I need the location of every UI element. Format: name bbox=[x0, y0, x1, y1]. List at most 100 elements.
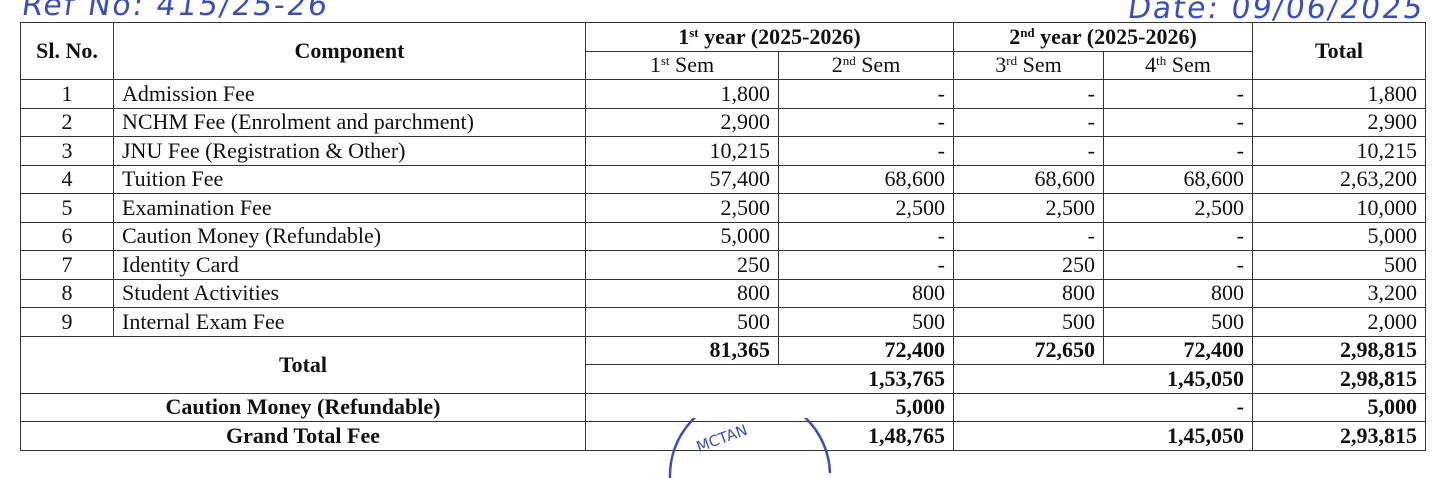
sl-no-cell: 9 bbox=[20, 307, 114, 337]
s2-cell: - bbox=[778, 250, 954, 280]
s3-cell: - bbox=[953, 221, 1104, 251]
total-sem-row: Total 81,365 72,400 72,650 72,400 2,98,815 bbox=[20, 335, 1426, 394]
table-row: 8 Student Activities 800 800 800 800 3,200 bbox=[20, 278, 1426, 308]
table-row: 6 Caution Money (Refundable) 5,000- - -5,000 bbox=[20, 221, 1426, 251]
component-cell: Examination Fee bbox=[113, 193, 586, 223]
s3-cell: - bbox=[953, 136, 1104, 166]
s2-cell: - bbox=[778, 107, 954, 137]
total-s2: 72,400 bbox=[778, 335, 954, 365]
caution-year2: - bbox=[953, 392, 1253, 422]
sl-no-cell: 2 bbox=[20, 107, 114, 137]
header-sem-1: 1st Sem bbox=[585, 50, 779, 80]
sl-no-cell: 3 bbox=[20, 136, 114, 166]
total-cell: 2,000 bbox=[1252, 307, 1426, 337]
sl-no-cell: 1 bbox=[20, 79, 114, 109]
table-row: 1 Admission Fee 1,800- - -1,800 bbox=[20, 79, 1426, 109]
s1-cell: 10,215 bbox=[585, 136, 779, 166]
s1-cell: 2,900 bbox=[585, 107, 779, 137]
total-year2: 1,45,050 bbox=[953, 364, 1253, 394]
total-total: 2,98,815 bbox=[1252, 335, 1426, 365]
s1-cell: 2,500 bbox=[585, 193, 779, 223]
fee-table: Sl. No. Component 1st year (2025-2026) 2… bbox=[20, 22, 1426, 451]
s3-cell: 500 bbox=[953, 307, 1104, 337]
caution-label: Caution Money (Refundable) bbox=[20, 392, 586, 422]
table-row: 9 Internal Exam Fee 500 500 500 500 2,000 bbox=[20, 307, 1426, 337]
s2-cell: - bbox=[778, 79, 954, 109]
s1-cell: 1,800 bbox=[585, 79, 779, 109]
table-row: 3 JNU Fee (Registration & Other) 10,215- - -… bbox=[20, 136, 1426, 166]
stamp-outline bbox=[668, 418, 832, 478]
header-sem-2: 2nd Sem bbox=[778, 50, 954, 80]
caution-total: 5,000 bbox=[1252, 392, 1426, 422]
s3-cell: - bbox=[953, 107, 1104, 137]
total-s4: 72,400 bbox=[1103, 335, 1253, 365]
header-total: Total bbox=[1252, 22, 1426, 80]
s1-cell: 500 bbox=[585, 307, 779, 337]
s3-cell: 250 bbox=[953, 250, 1104, 280]
grand-label: Grand Total Fee bbox=[20, 421, 586, 451]
header-sem-3: 3rd Sem bbox=[953, 50, 1104, 80]
s4-cell: 800 bbox=[1103, 278, 1253, 308]
sl-no-cell: 7 bbox=[20, 250, 114, 280]
total-cell: 5,000 bbox=[1252, 221, 1426, 251]
total-cell: 1,800 bbox=[1252, 79, 1426, 109]
s2-cell: 500 bbox=[778, 307, 954, 337]
component-cell: Admission Fee bbox=[113, 79, 586, 109]
handwritten-ref-no: Ref No: 415/25-26 bbox=[19, 0, 332, 23]
component-cell: Caution Money (Refundable) bbox=[113, 221, 586, 251]
s4-cell: - bbox=[1103, 136, 1253, 166]
header-component: Component bbox=[113, 22, 586, 80]
component-cell: JNU Fee (Registration & Other) bbox=[113, 136, 586, 166]
total-cell: 2,63,200 bbox=[1252, 164, 1426, 194]
s3-cell: 68,600 bbox=[953, 164, 1104, 194]
header-sl-no: Sl. No. bbox=[20, 22, 114, 80]
s2-cell: 800 bbox=[778, 278, 954, 308]
total-cell: 2,900 bbox=[1252, 107, 1426, 137]
component-cell: NCHM Fee (Enrolment and parchment) bbox=[113, 107, 586, 137]
total-year-row: 1,53,765 1,45,050 2,98,815 bbox=[21, 364, 1426, 394]
s4-cell: 2,500 bbox=[1103, 193, 1253, 223]
sl-no-cell: 4 bbox=[20, 164, 114, 194]
s1-cell: 57,400 bbox=[585, 164, 779, 194]
s3-cell: 800 bbox=[953, 278, 1104, 308]
header-sem-4: 4th Sem bbox=[1103, 50, 1253, 80]
s1-cell: 5,000 bbox=[585, 221, 779, 251]
total-cell: 10,215 bbox=[1252, 136, 1426, 166]
grand-total: 2,93,815 bbox=[1252, 421, 1426, 451]
s1-cell: 250 bbox=[585, 250, 779, 280]
table-row: 4 Tuition Fee 57,400 68,600 68,600 68,600 2,63… bbox=[20, 164, 1426, 194]
total-s1: 81,365 bbox=[585, 335, 779, 365]
s1-cell: 800 bbox=[585, 278, 779, 308]
total-cell: 500 bbox=[1252, 250, 1426, 280]
institute-stamp: MCTAN bbox=[668, 418, 832, 478]
grand-year1: 1,48,765 bbox=[585, 421, 954, 451]
total-cell: 10,000 bbox=[1252, 193, 1426, 223]
total-cell: 3,200 bbox=[1252, 278, 1426, 308]
total-year-total: 2,98,815 bbox=[1252, 364, 1426, 394]
s4-cell: 500 bbox=[1103, 307, 1253, 337]
header-year2: 2nd year (2025-2026) bbox=[953, 22, 1253, 52]
s3-cell: 2,500 bbox=[953, 193, 1104, 223]
s2-cell: 68,600 bbox=[778, 164, 954, 194]
grand-total-row: Grand Total Fee 1,48,765 1,45,050 2,93,815 bbox=[20, 421, 1426, 451]
s4-cell: - bbox=[1103, 221, 1253, 251]
sl-no-cell: 8 bbox=[20, 278, 114, 308]
s2-cell: - bbox=[778, 221, 954, 251]
sl-no-cell: 5 bbox=[20, 193, 114, 223]
sl-no-cell: 6 bbox=[20, 221, 114, 251]
table-row: 7 Identity Card 250-250-500 bbox=[20, 250, 1426, 280]
s4-cell: - bbox=[1103, 79, 1253, 109]
grand-year2: 1,45,050 bbox=[953, 421, 1253, 451]
table-row: 5 Examination Fee 2,500 2,500 2,500 2,500 10,0… bbox=[20, 193, 1426, 223]
table-row: 2 NCHM Fee (Enrolment and parchment) 2,900… bbox=[20, 107, 1426, 137]
s2-cell: - bbox=[778, 136, 954, 166]
component-cell: Identity Card bbox=[113, 250, 586, 280]
s4-cell: - bbox=[1103, 250, 1253, 280]
component-cell: Tuition Fee bbox=[113, 164, 586, 194]
s4-cell: 68,600 bbox=[1103, 164, 1253, 194]
stamp-text: MCTAN bbox=[694, 421, 750, 456]
s4-cell: - bbox=[1103, 107, 1253, 137]
component-cell: Internal Exam Fee bbox=[113, 307, 586, 337]
total-year1: 1,53,765 bbox=[585, 364, 954, 394]
s2-cell: 2,500 bbox=[778, 193, 954, 223]
